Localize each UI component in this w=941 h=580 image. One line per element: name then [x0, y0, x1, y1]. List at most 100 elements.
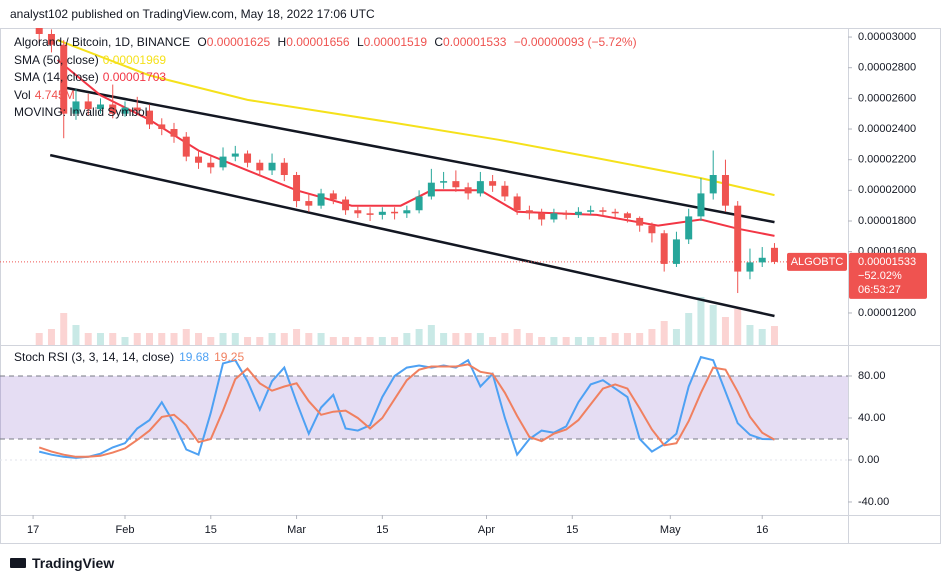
volume-bar: [35, 333, 43, 345]
stoch-line: [38, 363, 775, 458]
close-value: 0.00001533: [443, 35, 507, 49]
candle-body: [489, 181, 497, 186]
candle-body: [476, 181, 484, 194]
candle-body: [244, 153, 252, 163]
volume-bar: [562, 337, 570, 345]
volume-bar: [746, 325, 754, 345]
volume-bar: [697, 297, 705, 345]
volume-bar: [685, 313, 693, 345]
volume-bar: [721, 317, 729, 345]
stoch-pane: [0, 355, 848, 461]
open-label: O: [197, 35, 207, 49]
volume-bar: [391, 337, 399, 345]
sma14-row: SMA (14, close) 0.00001703: [14, 69, 641, 87]
volume-bar: [599, 337, 607, 345]
candle-body: [599, 210, 607, 212]
k-value: 19.68: [179, 350, 210, 364]
volume-bar: [170, 333, 178, 345]
candle-body: [391, 211, 399, 214]
volume-bar: [758, 329, 766, 345]
y-tick-label: 0.00003000: [858, 31, 916, 43]
symbol-box: [787, 252, 847, 271]
brand: TradingView: [32, 555, 115, 571]
volume-bar: [734, 309, 742, 345]
sma50-value: 0.00001969: [102, 52, 167, 67]
x-tick-label: 15: [205, 524, 217, 536]
candle-body: [550, 213, 558, 220]
candle-body: [207, 162, 215, 168]
candle-body: [513, 196, 521, 211]
sma14-value: 0.00001703: [102, 70, 167, 84]
volume-bar: [513, 329, 521, 345]
candle-body: [611, 211, 619, 214]
volume-bar: [96, 333, 104, 345]
y-tick-label: 0.00001200: [858, 307, 916, 319]
volume-name: Vol: [14, 87, 31, 102]
candle-body: [280, 162, 288, 176]
main-pane: [0, 28, 848, 345]
countdown-label: 06:53:27: [858, 284, 901, 296]
stoch-title: Stoch RSI (3, 3, 14, 14, close): [14, 350, 175, 364]
symbol-row: Algorand / Bitcoin, 1D, BINANCE O0.00001…: [14, 34, 641, 52]
y-tick-label: -40.00: [858, 496, 889, 508]
candle-body: [60, 44, 68, 114]
volume-bar: [415, 329, 423, 345]
candle-body: [427, 182, 435, 197]
volume-bar: [244, 337, 252, 345]
volume-bar: [452, 333, 460, 345]
candle-body: [72, 101, 80, 114]
volume-bar: [611, 333, 619, 345]
x-tick-label: Apr: [478, 524, 495, 536]
candle-body: [317, 193, 325, 206]
volume-bar: [587, 337, 595, 345]
candle-body: [452, 181, 460, 188]
close-label: C: [434, 35, 444, 49]
volume-bar: [550, 337, 558, 345]
d-value: 19.25: [214, 350, 245, 364]
volume-bar: [84, 333, 92, 345]
volume-bar: [403, 333, 411, 345]
candle-body: [158, 124, 166, 130]
footer: TradingView: [10, 555, 114, 571]
y-tick-label: 80.00: [858, 370, 886, 382]
stoch-band: [0, 375, 848, 439]
volume-bar: [109, 333, 117, 345]
open-value: 0.00001625: [206, 35, 271, 49]
candle-body: [329, 193, 337, 200]
price-box: [849, 252, 927, 299]
volume-bar: [133, 333, 141, 345]
volume-bar: [501, 333, 509, 345]
volume-bar: [329, 337, 337, 345]
volume-bar: [293, 329, 301, 345]
volume-bar: [660, 321, 668, 345]
sma50-row: SMA (50, close) 0.00001969: [14, 52, 641, 70]
volume-bar: [648, 329, 656, 345]
logo: [10, 558, 26, 568]
candle-body: [182, 136, 190, 157]
candle-body: [305, 201, 313, 206]
stoch-legend: Stoch RSI (3, 3, 14, 14, close) 19.68 19.2…: [14, 350, 249, 364]
y-tick-label: 0.00002400: [858, 123, 916, 135]
volume-bar: [195, 333, 203, 345]
high-label: H: [277, 35, 287, 49]
candle-body: [256, 162, 264, 171]
volume-value: 4.745M: [34, 87, 75, 102]
legend: Algorand / Bitcoin, 1D, BINANCE O0.00001…: [14, 34, 641, 122]
sma-line: [57, 39, 775, 197]
volume-bar: [366, 337, 374, 345]
candle-body: [697, 193, 705, 217]
y-tick-label: 0.00002000: [858, 184, 916, 196]
volume-bar: [525, 333, 533, 345]
candle-body: [342, 199, 350, 211]
candle-body: [268, 162, 276, 171]
volume-bar: [464, 333, 472, 345]
candle-body: [758, 257, 766, 263]
candle-body: [231, 153, 239, 157]
volume-bar: [182, 329, 190, 345]
y-tick-label: 0.00002200: [858, 154, 916, 166]
volume-bar: [574, 337, 582, 345]
channel-line: [64, 86, 775, 224]
volume-bar: [538, 337, 546, 345]
candle-body: [96, 104, 104, 110]
